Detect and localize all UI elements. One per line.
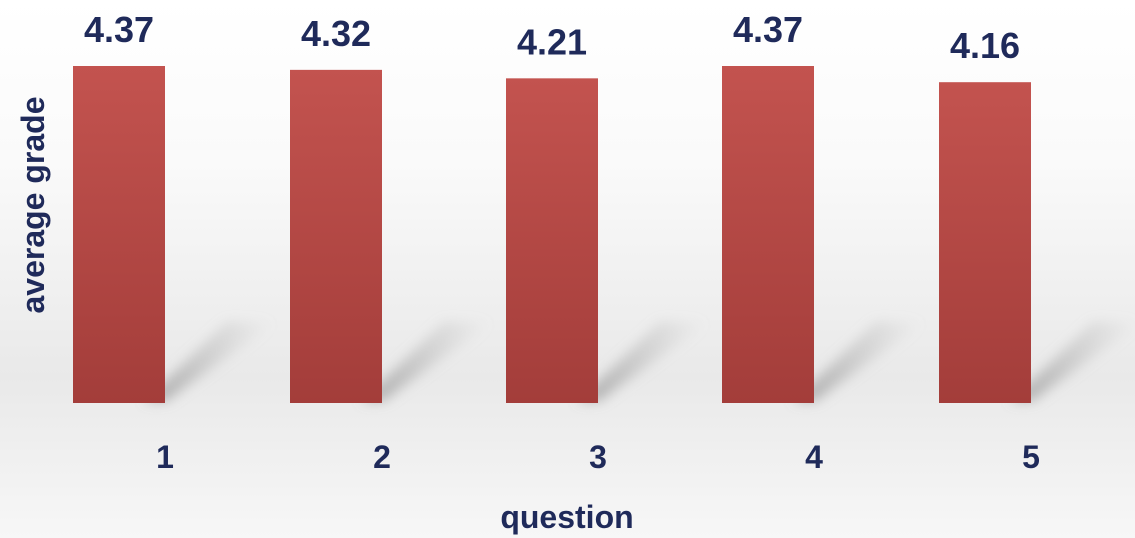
- bars: [73, 66, 1031, 403]
- bar-shadow: [362, 322, 492, 401]
- value-labels: 4.37 4.32 4.21 4.37 4.16: [84, 9, 1020, 66]
- data-label: 4.32: [301, 13, 371, 54]
- x-tick-label: 2: [373, 439, 391, 475]
- data-label: 4.16: [950, 25, 1020, 66]
- bar-question-5: [939, 82, 1031, 403]
- x-tick-label: 5: [1022, 439, 1040, 475]
- data-label: 4.37: [84, 9, 154, 50]
- x-tick-label: 1: [156, 439, 174, 475]
- x-axis-title: question: [500, 499, 633, 535]
- data-label: 4.21: [517, 21, 587, 62]
- bar-question-3: [506, 78, 598, 403]
- bar-question-2: [290, 69, 382, 403]
- bar-question-4: [722, 66, 814, 403]
- bar-shadow: [794, 322, 924, 401]
- x-tick-label: 4: [805, 439, 823, 475]
- bar-shadow: [145, 322, 275, 401]
- bar-shadow: [578, 322, 708, 401]
- bar-shadows: [145, 322, 1135, 401]
- y-axis-title: average grade: [15, 96, 51, 313]
- x-tick-label: 3: [589, 439, 607, 475]
- x-tick-labels: 1 2 3 4 5: [156, 439, 1040, 475]
- bar-question-1: [73, 66, 165, 403]
- bar-shadow: [1011, 322, 1135, 401]
- data-label: 4.37: [733, 9, 803, 50]
